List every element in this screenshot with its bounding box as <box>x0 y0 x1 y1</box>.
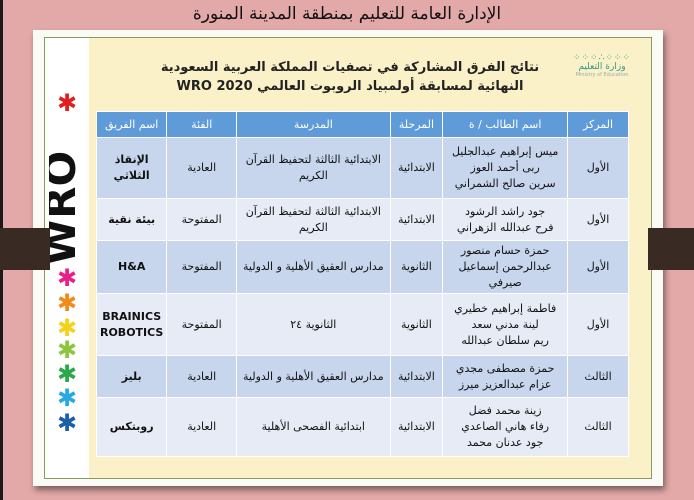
heading-line-2: النهائية لمسابقة أولمبياد الروبوت العالم… <box>176 79 524 94</box>
left-side-tab <box>0 228 50 270</box>
person-figure-icon: ✱ <box>57 264 77 292</box>
person-figure-icon: ✱ <box>57 336 77 364</box>
ministry-logo: ⁘⁘⁘∴⁘⁘⁘ وزارة التعليم Ministry of Educat… <box>567 53 637 79</box>
rank-cell: الأول <box>567 293 629 356</box>
student-name: حمزة حسام منصور <box>460 244 550 257</box>
student-name: عبدالرحمن إسماعيل صيرفي <box>458 260 552 289</box>
student-name: عزام عبدالعزيز ميرز <box>458 377 552 391</box>
header-rank: المركز <box>567 111 629 138</box>
page-title: الإدارة العامة للتعليم بمنطقة المدينة ال… <box>192 4 502 24</box>
person-figure-icon: ✱ <box>57 289 77 317</box>
team-cell: BRAINICS ROBOTICS <box>95 293 168 356</box>
school-cell: مدارس العقيق الأهلية و الدولية <box>236 240 391 294</box>
category-cell: المفتوحة <box>166 198 237 241</box>
school-cell: الثانوية ٢٤ <box>236 293 391 356</box>
student-name: ريم سلطان عبدالله <box>461 333 549 347</box>
student-name: فاطمة إبراهيم خطيري <box>454 301 557 315</box>
right-side-tab <box>648 228 694 270</box>
category-cell: العادية <box>166 397 237 457</box>
header-category: الفئة <box>166 111 237 138</box>
student-name: فرح عبدالله الزهراني <box>456 220 554 234</box>
student-name: ربى أحمد العوز <box>470 161 540 174</box>
rank-cell: الأول <box>567 198 629 241</box>
student-name: رفاء هاني الصاعدي <box>461 420 550 433</box>
person-figure-icon: ✱ <box>57 314 77 342</box>
school-cell: مدارس العقيق الأهلية و الدولية <box>236 355 391 398</box>
student-name: زينة محمد فضل <box>468 404 542 417</box>
school-cell: ابتدائية الفصحى الأهلية <box>236 397 391 457</box>
students-cell: فاطمة إبراهيم خطيري لينة مدني سعد ريم سلطا… <box>442 293 569 356</box>
students-cell: حمزة مصطفى مجدي عزام عبدالعزيز ميرز <box>442 355 569 398</box>
header-school: المدرسة <box>236 111 391 138</box>
category-cell: المفتوحة <box>166 240 237 294</box>
stage-cell: الابتدائية <box>389 397 444 457</box>
stage-cell: الثانوية <box>389 240 444 294</box>
table-row: الثالث زينة محمد فضل رفاء هاني الصاعدي جود … <box>95 397 629 457</box>
stage-cell: الثانوية <box>389 293 444 356</box>
category-cell: المفتوحة <box>166 293 237 356</box>
header-student: اسم الطالب / ة <box>442 111 569 138</box>
ministry-mark-icon: ⁘⁘⁘∴⁘⁘⁘ <box>573 53 631 63</box>
person-figure-icon: ✱ <box>57 89 77 117</box>
student-name: سرين صالح الشمراني <box>454 177 556 190</box>
category-cell: العادية <box>166 355 237 398</box>
student-name: جود راشد الرشود <box>465 204 546 218</box>
header-team: اسم الفريق <box>95 111 168 138</box>
heading-line-1: نتائج الفرق المشاركة في تصفيات المملكة ا… <box>160 60 540 75</box>
document-heading: نتائج الفرق المشاركة في تصفيات المملكة ا… <box>135 58 565 96</box>
rank-cell: الثالث <box>567 355 629 398</box>
results-table: المركز اسم الطالب / ة المرحلة المدرسة ال… <box>95 111 629 457</box>
document-card: WRO ✱ ✱ ✱ ✱ ✱ ✱ ✱ ✱ ⁘⁘⁘∴⁘⁘⁘ وزارة التعليم Minis… <box>33 30 663 486</box>
student-name: حمزة مصطفى مجدي <box>455 361 555 375</box>
table-row: الأول حمزة حسام منصور عبدالرحمن إسماعيل صي… <box>95 240 629 294</box>
stage-cell: الابتدائية <box>389 355 444 398</box>
team-cell: روبتكس <box>95 397 168 457</box>
team-cell: H&A <box>95 240 168 294</box>
rank-cell: الأول <box>567 137 629 199</box>
rank-cell: الثالث <box>567 397 629 457</box>
table-row: الأول فاطمة إبراهيم خطيري لينة مدني سعد ريم… <box>95 293 629 356</box>
person-figure-icon: ✱ <box>57 384 77 412</box>
table-header-row: المركز اسم الطالب / ة المرحلة المدرسة ال… <box>95 111 629 138</box>
ministry-name-ar: وزارة التعليم <box>578 62 626 72</box>
wro-logo-text: WRO <box>49 151 85 265</box>
student-name: لينة مدني سعد <box>471 317 539 331</box>
team-cell: بليز <box>95 355 168 398</box>
header-stage: المرحلة <box>389 111 444 138</box>
team-cell: بيئة نقية <box>95 198 168 241</box>
table-row: الأول ميس إبراهيم عبدالجليل ربى أحمد العوز… <box>95 137 629 199</box>
students-cell: زينة محمد فضل رفاء هاني الصاعدي جود عدنان … <box>442 397 569 457</box>
wro-logo-strip: WRO ✱ ✱ ✱ ✱ ✱ ✱ ✱ ✱ <box>45 38 89 478</box>
stage-cell: الابتدائية <box>389 137 444 199</box>
table-row: الأول جود راشد الرشود فرح عبدالله الزهراني… <box>95 198 629 241</box>
student-name: ميس إبراهيم عبدالجليل <box>451 145 559 158</box>
school-cell: الابتدائية الثالثة لتحفيظ القرآن الكريم <box>236 137 391 199</box>
rank-cell: الأول <box>567 240 629 294</box>
stage-cell: الابتدائية <box>389 198 444 241</box>
students-cell: جود راشد الرشود فرح عبدالله الزهراني <box>442 198 569 241</box>
wro-logo: WRO ✱✱✱✱✱✱✱✱ <box>49 89 85 437</box>
students-cell: ميس إبراهيم عبدالجليل ربى أحمد العوز سرين … <box>442 137 569 199</box>
category-cell: العادية <box>166 137 237 199</box>
student-name: جود عدنان محمد <box>466 436 544 449</box>
team-cell: الإنقاذ الثلاثي <box>95 137 168 199</box>
person-figure-icon: ✱ <box>57 409 77 437</box>
table-row: الثالث حمزة مصطفى مجدي عزام عبدالعزيز ميرز… <box>95 355 629 398</box>
school-cell: الابتدائية الثالثة لتحفيظ القرآن الكريم <box>236 198 391 241</box>
person-figure-icon: ✱ <box>57 360 77 388</box>
students-cell: حمزة حسام منصور عبدالرحمن إسماعيل صيرفي <box>442 240 569 294</box>
ministry-name-en: Ministry of Education <box>575 72 629 78</box>
